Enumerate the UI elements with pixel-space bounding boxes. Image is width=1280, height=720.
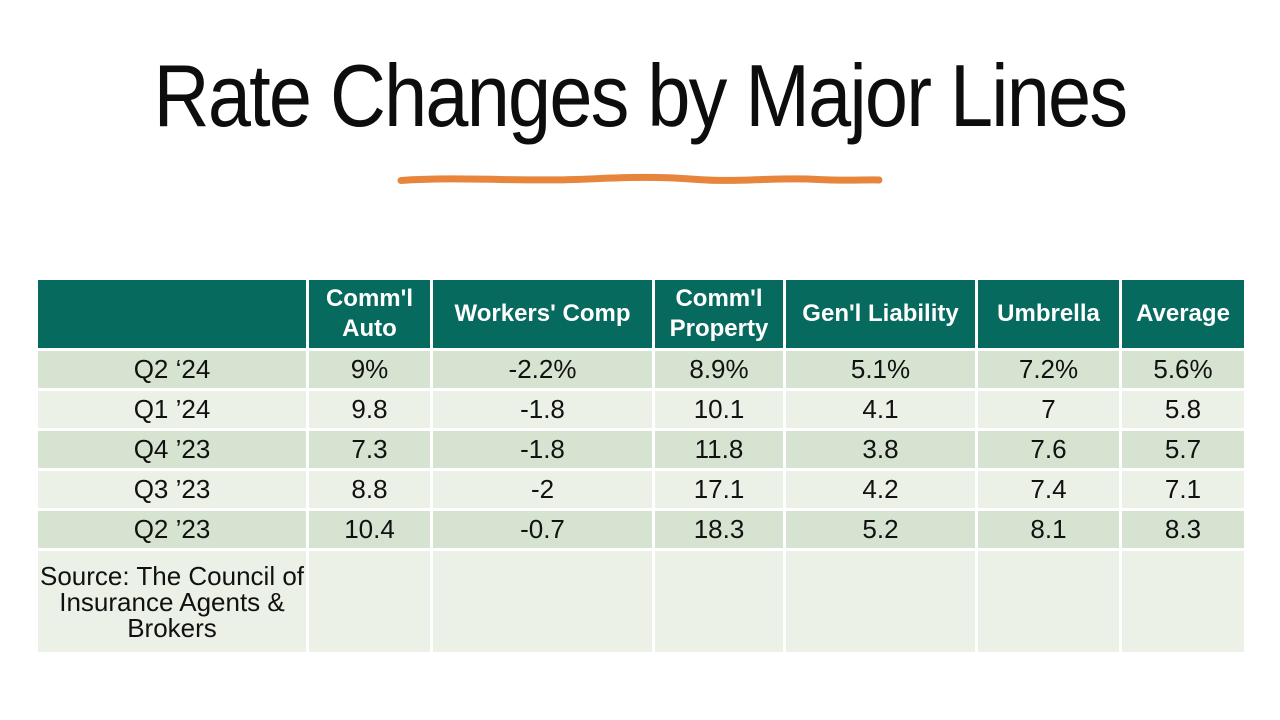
cell-value: 7.2% (975, 348, 1122, 391)
cell-value: 8.1 (975, 508, 1122, 551)
cell-value: 9.8 (306, 388, 433, 431)
row-label: Q2 ‘24 (35, 348, 309, 391)
table-header-row: Comm'l Auto Workers' Comp Comm'l Propert… (35, 277, 1247, 351)
cell-value: 7 (975, 388, 1122, 431)
cell-value: 3.8 (783, 428, 978, 471)
col-header-blank (35, 277, 309, 351)
cell-value: -1.8 (430, 388, 655, 431)
cell-value: 5.2 (783, 508, 978, 551)
row-label: Q4 ’23 (35, 428, 309, 471)
cell-value: 18.3 (652, 508, 786, 551)
table-row-q4-23: Q4 ’23 7.3 -1.8 11.8 3.8 7.6 5.7 (35, 428, 1247, 471)
table-row-q3-23: Q3 ’23 8.8 -2 17.1 4.2 7.4 7.1 (35, 468, 1247, 511)
cell-value: 5.8 (1119, 388, 1247, 431)
row-label: Q1 ’24 (35, 388, 309, 431)
source-row-empty-cell (652, 548, 786, 655)
cell-value: 8.8 (306, 468, 433, 511)
cell-value: -0.7 (430, 508, 655, 551)
slide-title: Rate Changes by Major Lines (153, 46, 1128, 145)
table-row-q1-24: Q1 ’24 9.8 -1.8 10.1 4.1 7 5.8 (35, 388, 1247, 431)
col-header-comml-auto: Comm'l Auto (306, 277, 433, 351)
table-row-q2-24: Q2 ‘24 9% -2.2% 8.9% 5.1% 7.2% 5.6% (35, 348, 1247, 391)
col-header-genl-liability: Gen'l Liability (783, 277, 978, 351)
row-label: Q2 ’23 (35, 508, 309, 551)
cell-value: 7.3 (306, 428, 433, 471)
cell-value: 8.3 (1119, 508, 1247, 551)
squiggle-stroke (397, 173, 883, 184)
rate-changes-table: Comm'l Auto Workers' Comp Comm'l Propert… (35, 277, 1247, 655)
col-header-average: Average (1119, 277, 1247, 351)
source-row-empty-cell (975, 548, 1122, 655)
cell-value: 8.9% (652, 348, 786, 391)
source-line-1: Source: The Council of (40, 560, 304, 591)
cell-value: 4.1 (783, 388, 978, 431)
source-row-empty-cell (430, 548, 655, 655)
title-underline-squiggle (396, 170, 884, 190)
cell-value: 7.6 (975, 428, 1122, 471)
cell-value: 7.1 (1119, 468, 1247, 511)
cell-value: 7.4 (975, 468, 1122, 511)
source-row-empty-cell (306, 548, 433, 655)
cell-value: 17.1 (652, 468, 786, 511)
cell-value: -1.8 (430, 428, 655, 471)
source-attribution: Source: The Council of Insurance Agents … (35, 548, 309, 655)
col-header-workers-comp: Workers' Comp (430, 277, 655, 351)
cell-value: 11.8 (652, 428, 786, 471)
cell-value: 9% (306, 348, 433, 391)
cell-value: -2.2% (430, 348, 655, 391)
cell-value: 10.4 (306, 508, 433, 551)
cell-value: 5.1% (783, 348, 978, 391)
cell-value: 5.7 (1119, 428, 1247, 471)
row-label: Q3 ’23 (35, 468, 309, 511)
cell-value: 10.1 (652, 388, 786, 431)
col-header-comml-property: Comm'l Property (652, 277, 786, 351)
cell-value: 4.2 (783, 468, 978, 511)
source-line-2: Insurance Agents & Brokers (59, 586, 285, 643)
source-row-empty-cell (1119, 548, 1247, 655)
source-row-empty-cell (783, 548, 978, 655)
cell-value: -2 (430, 468, 655, 511)
col-header-umbrella: Umbrella (975, 277, 1122, 351)
table-row-q2-23: Q2 ’23 10.4 -0.7 18.3 5.2 8.1 8.3 (35, 508, 1247, 551)
table-source-row: Source: The Council of Insurance Agents … (35, 548, 1247, 655)
cell-value: 5.6% (1119, 348, 1247, 391)
